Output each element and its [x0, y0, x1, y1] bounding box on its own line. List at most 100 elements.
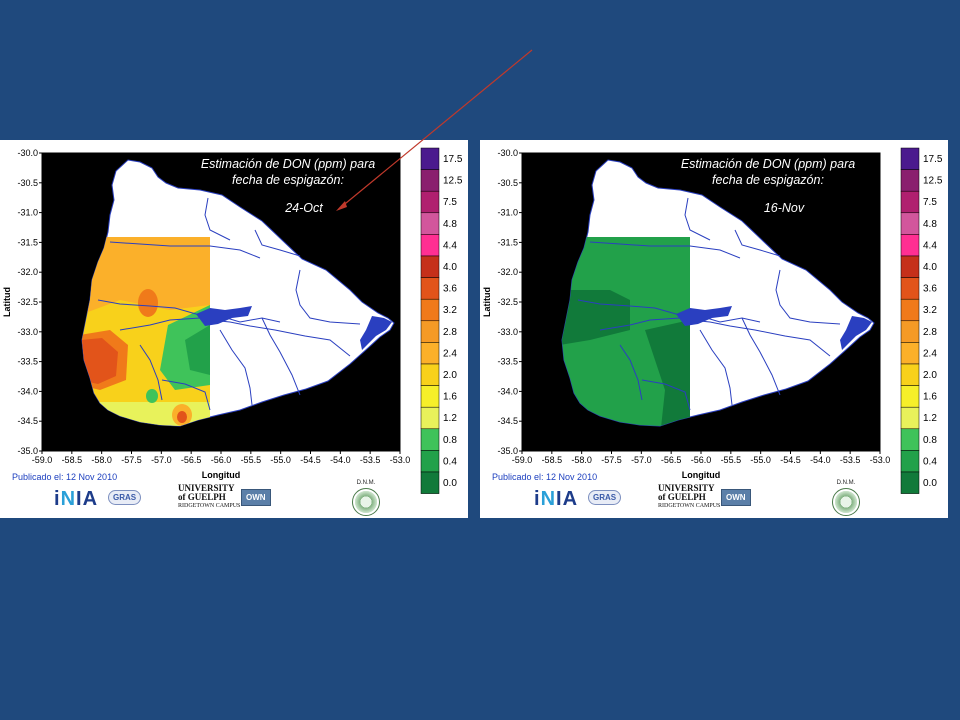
- legend-label: 2.4: [443, 348, 457, 359]
- river-4: [619, 344, 643, 401]
- x-tick-label: -57.5: [601, 455, 622, 465]
- x-tick-label: -54.0: [810, 455, 831, 465]
- y-tick-label: -34.0: [17, 386, 38, 396]
- y-tick-label: -32.5: [17, 297, 38, 307]
- legend-swatch: [420, 428, 440, 451]
- legend-swatch: [900, 169, 920, 192]
- zone-0-0-north: [562, 290, 630, 345]
- legend-swatch: [900, 342, 920, 365]
- don-map-24-oct: Estimación de DON (ppm) para fecha de esp…: [2, 147, 463, 494]
- legend-label: 0.4: [923, 456, 937, 467]
- legend-label: 4.8: [443, 219, 457, 230]
- zone-2-4: [82, 237, 210, 315]
- legend-swatch: [900, 147, 920, 170]
- merin-lagoon: [360, 316, 392, 350]
- river-8: [775, 269, 841, 325]
- legend-swatch: [420, 147, 440, 170]
- legend-label: 7.5: [923, 197, 937, 208]
- x-tick-label: -58.0: [91, 455, 112, 465]
- map-title-line1: Estimación de DON (ppm) para: [681, 157, 855, 171]
- river-5: [641, 379, 691, 411]
- x-tick-label: -57.0: [151, 455, 172, 465]
- legend-swatch: [420, 450, 440, 473]
- legend-swatch: [900, 298, 920, 322]
- legend-label: 4.0: [443, 262, 457, 273]
- legend-label: 3.2: [443, 305, 457, 316]
- x-tick-label: -55.0: [270, 455, 291, 465]
- x-tick-label: -55.5: [721, 455, 742, 465]
- dnm-logo: D.N.M.: [832, 480, 860, 516]
- inia-logo: iNIA: [534, 488, 579, 510]
- y-tick-label: -31.5: [497, 237, 518, 247]
- legend-label: 7.5: [443, 197, 457, 208]
- legend-swatch: [420, 385, 440, 408]
- legend-swatch: [420, 277, 440, 300]
- y-tick-label: -30.0: [497, 148, 518, 158]
- river-1: [97, 299, 197, 315]
- legend-swatch: [900, 428, 920, 451]
- legend-label: 1.6: [443, 392, 457, 403]
- legend-swatch: [900, 255, 920, 278]
- legend-label: 2.8: [923, 327, 937, 338]
- river-4: [139, 344, 163, 401]
- rivers: [577, 197, 841, 411]
- x-tick-label: -53.5: [360, 455, 381, 465]
- legend-swatch: [420, 255, 440, 278]
- don-shading: [562, 237, 690, 426]
- legend-swatch: [420, 234, 440, 257]
- legend-label: 3.2: [923, 305, 937, 316]
- x-tick-label: -53.0: [870, 455, 891, 465]
- legend-label: 0.8: [923, 435, 937, 446]
- legend-label: 2.0: [923, 370, 937, 381]
- legend-label: 0.4: [443, 456, 457, 467]
- zone-0-4: [185, 325, 210, 375]
- legend-label: 12.5: [443, 176, 463, 187]
- y-tick-label: -35.0: [497, 446, 518, 456]
- map-panel-16-nov: Estimación de DON (ppm) para fecha de esp…: [480, 140, 948, 518]
- legend-label: 1.6: [923, 392, 937, 403]
- legend-label: 0.0: [443, 478, 457, 489]
- gras-logo: GRAS: [108, 490, 142, 505]
- x-tick-label: -54.5: [300, 455, 321, 465]
- zone-3-6-south: [177, 411, 187, 423]
- legend-label: 4.0: [923, 262, 937, 273]
- y-tick-label: -30.5: [497, 178, 518, 188]
- legend-label: 17.5: [923, 154, 943, 165]
- gras-logo: GRAS: [588, 490, 622, 505]
- x-tick-label: -53.0: [390, 455, 411, 465]
- x-axis-label: Longitud: [682, 470, 720, 480]
- x-tick-label: -59.0: [512, 455, 533, 465]
- reservoir: [676, 306, 732, 326]
- zone-0-8-south: [146, 389, 158, 403]
- river-9: [734, 229, 781, 257]
- x-tick-label: -54.5: [780, 455, 801, 465]
- dnm-seal-icon: [352, 488, 380, 516]
- legend-swatch: [420, 212, 440, 235]
- y-tick-label: -35.0: [17, 446, 38, 456]
- y-tick-label: -34.0: [497, 386, 518, 396]
- inia-logo: iNIA: [54, 488, 99, 510]
- legend-label: 2.8: [443, 327, 457, 338]
- legend-swatch: [900, 471, 920, 494]
- river-10: [204, 197, 231, 241]
- x-tick-label: -53.5: [840, 455, 861, 465]
- y-tick-label: -32.0: [17, 267, 38, 277]
- own-logo: OWN: [721, 489, 751, 506]
- legend-swatch: [900, 406, 920, 430]
- merin-lagoon: [840, 316, 872, 350]
- legend-label: 1.2: [923, 413, 937, 424]
- legend-swatch: [900, 320, 920, 343]
- y-tick-label: -34.5: [497, 416, 518, 426]
- legend-swatch: [900, 190, 920, 214]
- river-7: [261, 317, 301, 396]
- legend-swatch: [900, 277, 920, 300]
- map-title-line1: Estimación de DON (ppm) para: [201, 157, 375, 171]
- x-tick-label: -55.5: [241, 455, 262, 465]
- x-tick-label: -56.5: [661, 455, 682, 465]
- x-tick-label: -58.0: [571, 455, 592, 465]
- river-0: [109, 241, 261, 259]
- x-axis-label: Longitud: [202, 470, 240, 480]
- map-date: 16-Nov: [764, 201, 805, 215]
- y-axis-label: Latitud: [482, 287, 492, 317]
- river-0: [589, 241, 741, 259]
